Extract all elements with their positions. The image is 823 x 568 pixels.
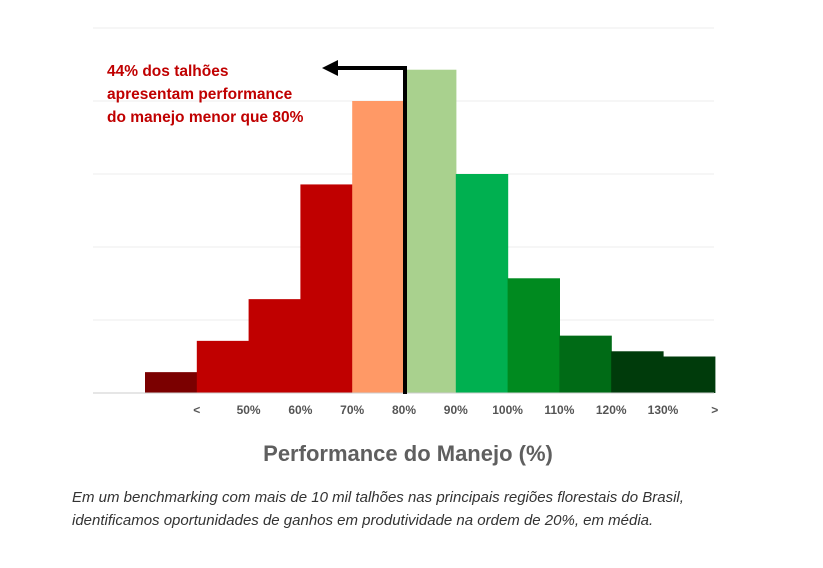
- bar: [663, 356, 716, 393]
- x-tick-label: 130%: [648, 403, 679, 417]
- x-axis-title: Performance do Manejo (%): [263, 441, 553, 466]
- bars-group: [145, 69, 716, 393]
- bar: [507, 278, 560, 393]
- x-tick-labels: <50% 60% 70% 80% 90% 100% 110% 120% 130% >: [193, 403, 718, 417]
- bar: [455, 174, 509, 393]
- annotation-line-3: do manejo menor que 80%: [107, 109, 304, 126]
- annotation-line-1: 44% dos talhões: [107, 63, 228, 80]
- x-tick-label: 70%: [340, 403, 364, 417]
- bar: [300, 184, 353, 393]
- x-tick-label: 80%: [392, 403, 416, 417]
- bar: [352, 101, 405, 393]
- bar: [145, 372, 198, 393]
- histogram-chart: <50% 60% 70% 80% 90% 100% 110% 120% 130% > Perfor…: [93, 27, 718, 466]
- x-tick-label: 50%: [237, 403, 261, 417]
- x-tick-label: 120%: [596, 403, 627, 417]
- caption-line-2: identificamos oportunidades de ganhos em…: [72, 512, 654, 529]
- caption-line-1: Em um benchmarking com mais de 10 mil ta…: [72, 489, 684, 506]
- annotation-arrowhead: [322, 60, 338, 76]
- x-tick-label: <: [193, 403, 200, 417]
- annotation-line-2: apresentam performance: [107, 86, 293, 103]
- bar: [196, 340, 250, 393]
- caption: Em um benchmarking com mais de 10 mil ta…: [72, 486, 812, 532]
- x-tick-label: 60%: [288, 403, 312, 417]
- bar: [559, 335, 612, 393]
- bar: [248, 299, 301, 393]
- bar: [611, 351, 664, 393]
- x-tick-label: 110%: [544, 403, 574, 417]
- annotation-arrow: [336, 66, 407, 394]
- bar: [404, 69, 457, 393]
- x-tick-label: 90%: [444, 403, 468, 417]
- annotation: 44% dos talhões apresentam performance d…: [107, 60, 407, 394]
- x-tick-label: 100%: [492, 403, 523, 417]
- x-tick-label: >: [711, 403, 718, 417]
